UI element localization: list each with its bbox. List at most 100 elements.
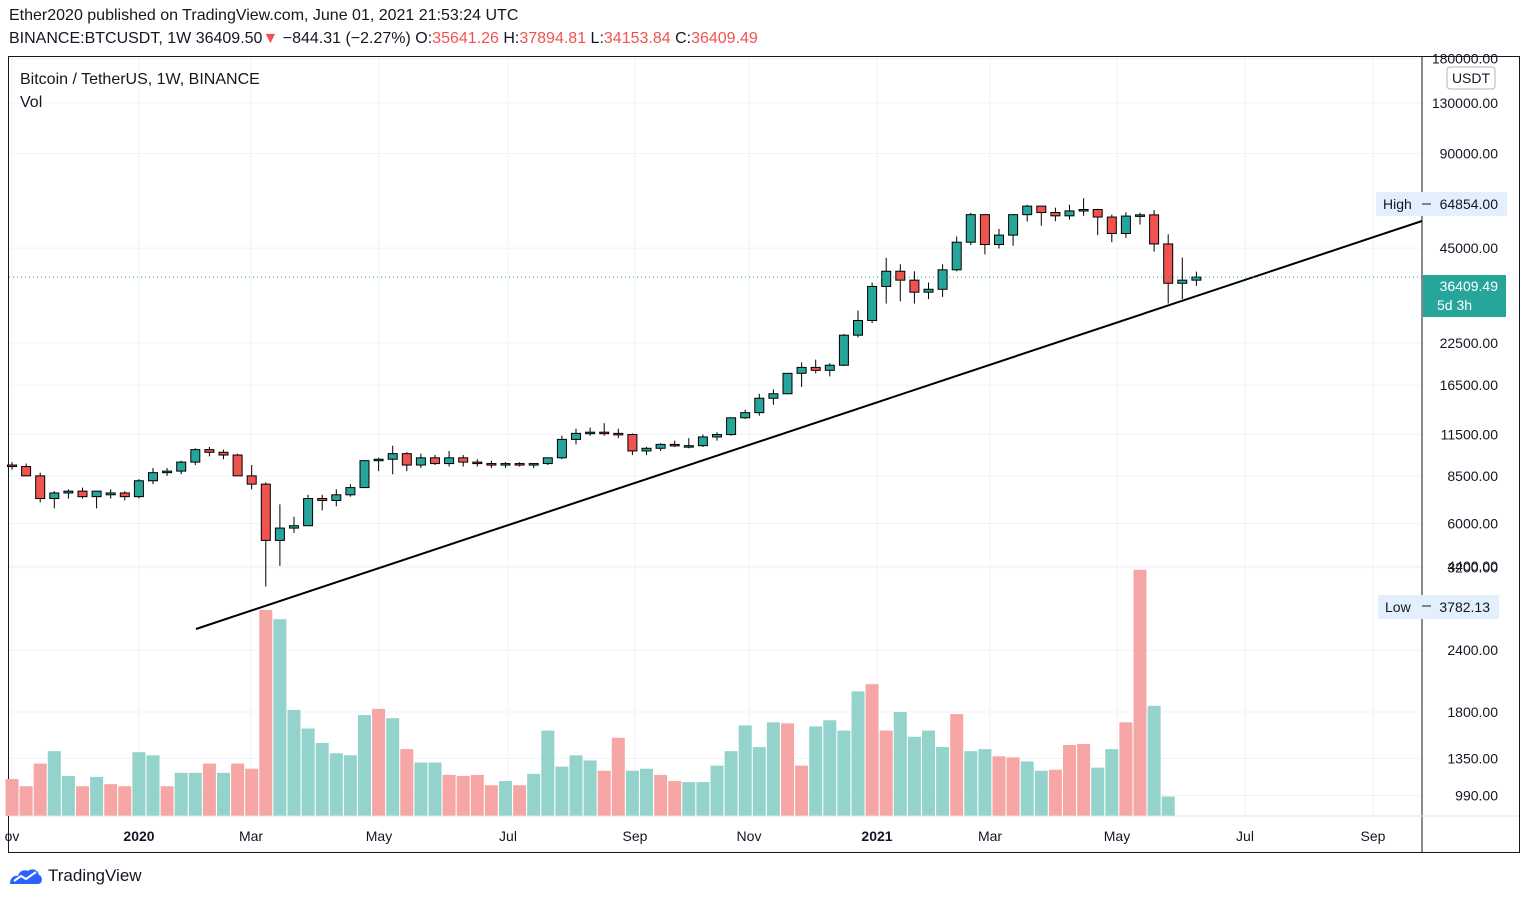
volume-bar [766,722,780,816]
volume-bar [160,786,174,816]
low-marker-label: Low [1385,599,1412,615]
price-tick-label: 8500.00 [1447,468,1498,484]
volume-bar [936,747,950,816]
last-price-badge-box [1423,275,1506,317]
candle [21,463,32,477]
price-tick-label: 1800.00 [1447,704,1498,720]
candle [669,440,680,447]
volume-bar [1091,767,1105,816]
volume-bar [668,781,682,816]
volume-bar [428,762,442,816]
volume-bar [217,772,230,816]
candle [430,455,440,466]
high-marker: High 64854.00 [1376,192,1507,216]
candle-body [486,463,497,466]
candle-body [1177,279,1188,284]
candle [415,453,426,469]
volume-bar [301,728,315,816]
volume-bar [76,786,89,816]
volume-bar [809,726,823,816]
candle-body [119,492,130,498]
time-tick-label: Nov [737,828,762,844]
candle [528,463,539,469]
volume-bar [795,765,809,816]
candle-body [923,288,934,293]
time-tick-label: Sep [1361,828,1386,844]
candle [1036,205,1047,226]
candle-body [1064,210,1075,217]
price-tick-label: 11500.00 [1441,427,1499,443]
candle [979,214,990,255]
candle [1064,204,1075,220]
open-label: O: [415,30,433,47]
volume-bar [640,768,653,816]
volume-bar [555,766,569,816]
volume-bar [992,756,1006,816]
volume-bar [1020,761,1034,816]
candle [91,490,102,509]
candle [655,443,666,451]
candle [1008,214,1019,246]
candle-body [669,443,680,447]
high-label: H: [503,30,520,47]
volume-bar [1105,749,1119,816]
low-value: 34153.84 [603,30,671,47]
currency-label: USDT [1452,70,1491,86]
candle [444,450,455,467]
candle-body [768,393,779,399]
candle-body [951,241,962,271]
candle [697,434,708,447]
price-change: −844.31 (−2.27%) [282,30,411,47]
volume-bar [47,751,61,816]
candle-body [345,487,356,496]
candle-body [853,319,863,336]
candle-body [500,463,511,466]
volume-bar [202,763,216,816]
candle [994,228,1004,249]
volume-bar [513,785,527,816]
candle-body [697,436,708,447]
candle [133,479,144,499]
candle-body [1022,205,1033,216]
volume-bar [442,774,456,816]
candle [683,438,694,449]
chart-frame[interactable] [8,56,1520,853]
tradingview-footer[interactable]: TradingView [8,866,142,886]
candle [105,489,116,499]
price-tick-label: 990.00 [1455,788,1498,804]
volume-bar [978,749,992,816]
volume-bar [19,786,33,816]
candle-body [91,490,102,498]
last-price-badge-value: 36409.49 [1440,278,1499,294]
candle-body [979,214,990,246]
candle-body [1120,215,1131,234]
volume-bar [118,786,132,816]
candle-body [359,460,370,489]
candle-body [782,372,793,395]
volume-bar [104,784,118,816]
open-value: 35641.26 [432,30,499,47]
candle [1149,209,1160,252]
candle-body [937,269,948,290]
candle-body [190,449,201,463]
candle [754,393,765,416]
volume-bar [823,720,837,816]
candle-body [994,234,1004,246]
volume-bar [625,770,639,816]
volume-bar [343,755,357,816]
time-tick-label: May [1104,828,1130,844]
volume-bar [61,775,75,816]
candle [401,452,412,472]
candle-body [77,490,88,498]
volume-bar [569,755,583,816]
candle [853,310,863,338]
candle [303,494,314,527]
candle [585,427,596,436]
volume-bar [1048,769,1062,816]
candle [1120,212,1131,238]
candle-body [796,366,807,374]
candle [1078,198,1089,216]
candle [726,417,737,436]
candle [1177,257,1188,300]
